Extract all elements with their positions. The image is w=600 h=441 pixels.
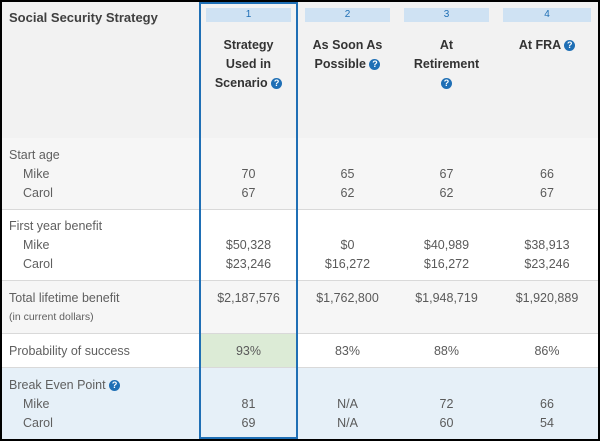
first-year-carol-label: Carol [23, 257, 53, 271]
break-even-carol-label: Carol [23, 416, 53, 430]
table-title: Social Security Strategy [9, 10, 158, 25]
row-first-year-label: First year benefit Mike Carol [2, 210, 199, 281]
lifetime-col-3: $1,948,719 [397, 281, 496, 334]
first-year-col-3: $40,989 $16,272 [397, 210, 496, 281]
column-title-2-line-1: As Soon As [312, 38, 383, 52]
column-title-1-line-2: Used in [225, 57, 272, 71]
lifetime-note: (in current dollars) [9, 311, 94, 323]
lifetime-1: $2,187,576 [217, 291, 280, 305]
column-title-1-line-1: Strategy [223, 38, 274, 52]
break-even-3-mike: 72 [439, 397, 454, 411]
table-header-label-cell: Social Security Strategy [2, 2, 199, 138]
column-number-2: 2 [305, 8, 390, 22]
break-even-col-3: 72 60 [397, 368, 496, 439]
first-year-2-carol: $16,272 [324, 257, 371, 271]
question-circle-icon[interactable]: ? [109, 380, 121, 391]
start-age-mike-label: Mike [23, 167, 50, 181]
start-age-2-carol: 62 [340, 186, 355, 200]
start-age-1-mike: 70 [241, 167, 256, 181]
break-even-label: Break Even Point [9, 378, 106, 392]
first-year-2-mike: $0 [340, 238, 355, 252]
start-age-col-2: 65 62 [298, 138, 397, 210]
break-even-2-carol: N/A [337, 416, 358, 430]
first-year-1-carol: $23,246 [225, 257, 272, 271]
column-number-1: 1 [206, 8, 291, 22]
column-header-3[interactable]: 3 At Retirement ? [397, 2, 496, 138]
break-even-1-mike: 81 [241, 397, 256, 411]
start-age-col-3: 67 62 [397, 138, 496, 210]
success-col-3: 88% [397, 334, 496, 368]
column-number-4: 4 [503, 8, 591, 22]
first-year-1-mike: $50,328 [225, 238, 272, 252]
question-circle-icon[interactable]: ? [369, 59, 381, 70]
break-even-col-1: 81 69 [199, 368, 298, 439]
success-label: Probability of success [9, 344, 130, 358]
lifetime-label: Total lifetime benefit [9, 291, 120, 305]
row-lifetime-label: Total lifetime benefit (in current dolla… [2, 281, 199, 334]
column-title-3-line-2: Retirement [413, 57, 480, 71]
start-age-1-carol: 67 [241, 186, 256, 200]
first-year-mike-label: Mike [23, 238, 50, 252]
lifetime-col-4: $1,920,889 [496, 281, 598, 334]
success-3: 88% [433, 344, 460, 358]
break-even-4-carol: 54 [540, 416, 554, 430]
column-header-1[interactable]: 1 Strategy Used in Scenario ? [199, 2, 298, 138]
first-year-col-4: $38,913 $23,246 [496, 210, 598, 281]
break-even-1-carol: 69 [241, 416, 256, 430]
success-col-4: 86% [496, 334, 598, 368]
column-title-2-line-2: Possible [314, 57, 366, 71]
start-age-label: Start age [9, 148, 60, 162]
first-year-4-carol: $23,246 [524, 257, 570, 271]
start-age-3-mike: 67 [439, 167, 454, 181]
first-year-4-mike: $38,913 [524, 238, 570, 252]
row-break-even-label: Break Even Point ? Mike Carol [2, 368, 199, 439]
first-year-col-2: $0 $16,272 [298, 210, 397, 281]
column-header-4[interactable]: 4 At FRA ? [496, 2, 598, 138]
row-success-label: Probability of success [2, 334, 199, 368]
lifetime-col-2: $1,762,800 [298, 281, 397, 334]
lifetime-3: $1,948,719 [415, 291, 478, 305]
question-circle-icon[interactable]: ? [564, 40, 576, 51]
question-circle-icon[interactable]: ? [441, 78, 452, 89]
column-number-3: 3 [404, 8, 489, 22]
success-1: 93% [235, 344, 262, 358]
success-2: 83% [334, 344, 361, 358]
column-title-1-line-3: Scenario [214, 76, 268, 90]
lifetime-col-1: $2,187,576 [199, 281, 298, 334]
column-title-4-line-1: At FRA [518, 38, 561, 52]
start-age-col-1: 70 67 [199, 138, 298, 210]
break-even-col-4: 66 54 [496, 368, 598, 439]
start-age-3-carol: 62 [439, 186, 454, 200]
row-start-age-label: Start age Mike Carol [2, 138, 199, 210]
column-title-3-line-1: At [439, 38, 454, 52]
start-age-col-4: 66 67 [496, 138, 598, 210]
first-year-col-1: $50,328 $23,246 [199, 210, 298, 281]
success-4: 86% [534, 344, 560, 358]
first-year-3-mike: $40,989 [423, 238, 470, 252]
question-circle-icon[interactable]: ? [271, 78, 283, 89]
first-year-label: First year benefit [9, 219, 103, 233]
start-age-4-carol: 67 [540, 186, 554, 200]
break-even-mike-label: Mike [23, 397, 50, 411]
success-col-2: 83% [298, 334, 397, 368]
column-header-2[interactable]: 2 As Soon As Possible ? [298, 2, 397, 138]
start-age-2-mike: 65 [340, 167, 355, 181]
lifetime-4: $1,920,889 [515, 291, 579, 305]
break-even-col-2: N/A N/A [298, 368, 397, 439]
break-even-2-mike: N/A [337, 397, 358, 411]
break-even-3-carol: 60 [439, 416, 454, 430]
success-col-1: 93% [199, 334, 298, 368]
break-even-4-mike: 66 [540, 397, 554, 411]
first-year-3-carol: $16,272 [423, 257, 470, 271]
lifetime-2: $1,762,800 [316, 291, 379, 305]
start-age-carol-label: Carol [23, 186, 53, 200]
start-age-4-mike: 66 [540, 167, 554, 181]
